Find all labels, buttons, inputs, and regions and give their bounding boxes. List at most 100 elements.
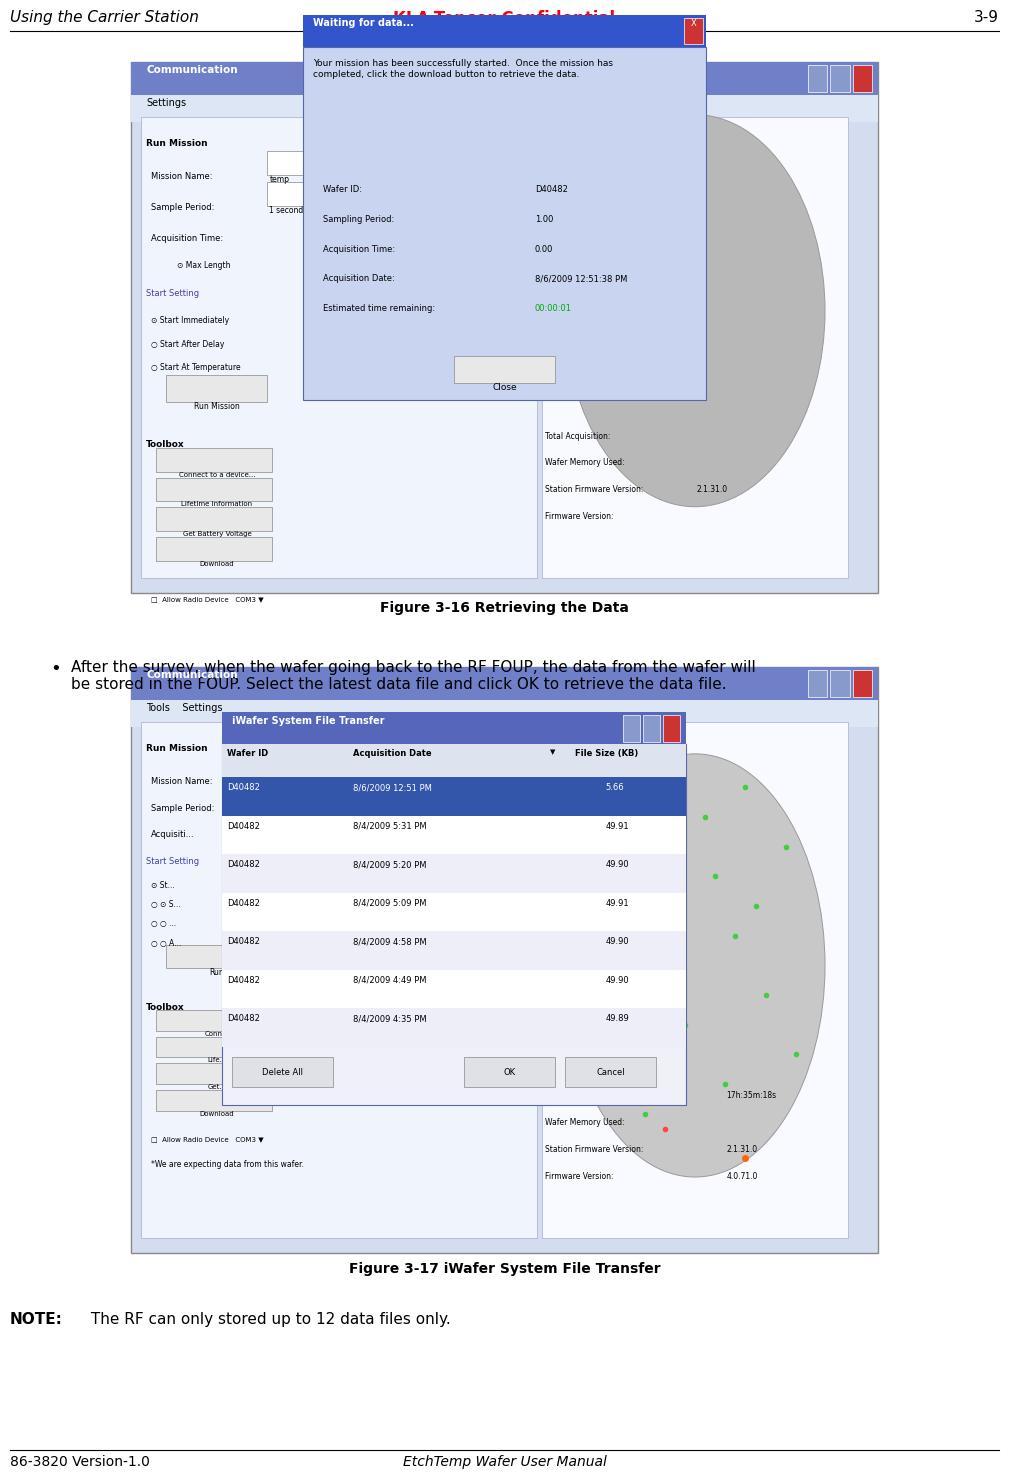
Text: Wafer Memory Used:: Wafer Memory Used: — [545, 1118, 625, 1127]
Text: File Size (KB): File Size (KB) — [575, 749, 639, 758]
Text: 5.66: 5.66 — [605, 783, 624, 792]
Bar — [222, 712, 686, 744]
Bar — [830, 670, 850, 697]
Ellipse shape — [565, 753, 825, 1178]
Text: D40482: D40482 — [535, 185, 568, 194]
Text: Wafer ID:: Wafer ID: — [323, 185, 362, 194]
Text: Toolbox: Toolbox — [146, 440, 185, 449]
Text: Your mission has been successfully started.  Once the mission has
completed, cli: Your mission has been successfully start… — [313, 59, 612, 79]
Bar — [166, 945, 267, 968]
Text: 17h:35m:18s: 17h:35m:18s — [726, 1091, 777, 1100]
Text: X: X — [690, 19, 696, 28]
Text: Delete All: Delete All — [262, 1068, 303, 1077]
Bar — [222, 893, 686, 931]
Bar — [464, 1057, 555, 1087]
Text: 49.89: 49.89 — [605, 1014, 630, 1023]
Text: Run Mission: Run Mission — [194, 402, 240, 411]
Text: Run Mission: Run Mission — [146, 139, 208, 148]
Text: Acquisition Date:: Acquisition Date: — [323, 274, 395, 283]
Bar — [623, 715, 640, 742]
Bar — [131, 667, 878, 1253]
Bar — [156, 478, 272, 501]
Bar — [156, 1010, 272, 1031]
Bar — [222, 816, 686, 854]
Text: 49.91: 49.91 — [605, 899, 629, 908]
Bar — [222, 744, 686, 1105]
Text: Communication: Communication — [146, 65, 238, 76]
Bar — [853, 670, 872, 697]
Text: Start Setting: Start Setting — [146, 857, 200, 866]
Text: Conn...: Conn... — [205, 1031, 229, 1037]
Text: NOTE:: NOTE: — [10, 1312, 63, 1327]
Text: Run Mission: Run Mission — [146, 744, 208, 753]
Text: D40482: D40482 — [227, 860, 260, 869]
Bar — [643, 715, 660, 742]
Text: 1 second: 1 second — [249, 807, 284, 816]
Bar — [808, 670, 827, 697]
Text: Firmware Version:: Firmware Version: — [545, 1172, 613, 1180]
Bar — [156, 1090, 272, 1111]
Text: Figure 3-17 iWafer System File Transfer: Figure 3-17 iWafer System File Transfer — [349, 1262, 660, 1275]
Text: Sample Period:: Sample Period: — [151, 203, 215, 212]
Text: 2.1.31.0: 2.1.31.0 — [696, 485, 727, 494]
Text: KLA-Tencor Confidential: KLA-Tencor Confidential — [394, 10, 615, 28]
Text: Wafer ID: Wafer ID — [227, 749, 268, 758]
Text: ○ Start At Temperature: ○ Start At Temperature — [151, 363, 241, 372]
Text: 1 second: 1 second — [269, 206, 304, 215]
Text: EtchTemp Wafer User Manual: EtchTemp Wafer User Manual — [403, 1455, 606, 1468]
Text: Sampling Period:: Sampling Period: — [323, 215, 395, 224]
Text: 8/4/2009 5:20 PM: 8/4/2009 5:20 PM — [353, 860, 427, 869]
Bar — [853, 65, 872, 92]
Text: D40482: D40482 — [227, 937, 260, 946]
Bar — [141, 117, 537, 578]
Bar — [232, 1057, 333, 1087]
Text: Run: Run — [210, 968, 224, 977]
Text: Toolbox: Toolbox — [146, 1003, 185, 1011]
Bar — [131, 95, 878, 122]
Bar — [542, 722, 848, 1238]
Text: 3-9: 3-9 — [974, 10, 999, 25]
Text: 49.91: 49.91 — [605, 822, 629, 830]
Text: Connect to a device...: Connect to a device... — [179, 472, 255, 478]
Bar — [222, 854, 686, 893]
Text: Get Battery Voltage: Get Battery Voltage — [183, 531, 251, 537]
Bar — [303, 47, 706, 400]
Text: •: • — [50, 660, 62, 678]
Text: temp: temp — [269, 175, 290, 184]
Bar — [454, 356, 555, 383]
Text: Get...: Get... — [208, 1084, 226, 1090]
Text: 49.90: 49.90 — [605, 937, 629, 946]
Text: OK: OK — [503, 1068, 516, 1077]
Text: iWafer System File Transfer: iWafer System File Transfer — [232, 716, 384, 727]
Bar — [663, 715, 680, 742]
Bar — [141, 722, 537, 1238]
Text: 00:00:01: 00:00:01 — [535, 304, 572, 313]
Text: 8/4/2009 4:58 PM: 8/4/2009 4:58 PM — [353, 937, 427, 946]
Bar — [222, 931, 686, 970]
Text: Total Acquisition:: Total Acquisition: — [545, 432, 610, 440]
Text: *We are expecting data from this wafer.: *We are expecting data from this wafer. — [151, 1160, 305, 1169]
Bar — [166, 375, 267, 402]
Bar — [222, 777, 686, 816]
Bar — [684, 18, 703, 44]
Text: Figure 3-16 Retrieving the Data: Figure 3-16 Retrieving the Data — [380, 601, 629, 614]
Text: Wafer Memory Used:: Wafer Memory Used: — [545, 458, 625, 467]
Text: 8/4/2009 5:09 PM: 8/4/2009 5:09 PM — [353, 899, 427, 908]
Text: Station Firmware Version:: Station Firmware Version: — [545, 485, 644, 494]
Text: 0.00: 0.00 — [535, 245, 553, 254]
Text: Total Acquisition:: Total Acquisition: — [545, 1091, 610, 1100]
Bar — [131, 667, 878, 700]
Bar — [808, 65, 827, 92]
Text: 4.0.71.0: 4.0.71.0 — [726, 1172, 758, 1180]
Text: D40482: D40482 — [227, 976, 260, 985]
Bar — [247, 785, 338, 807]
Text: After the survey, when the wafer going back to the RF FOUP, the data from the wa: After the survey, when the wafer going b… — [71, 660, 756, 693]
Bar — [542, 117, 848, 578]
Text: ⊙ Max Length: ⊙ Max Length — [177, 261, 230, 270]
Bar — [156, 448, 272, 472]
Text: ○ ○ A...: ○ ○ A... — [151, 939, 182, 948]
Text: D40482: D40482 — [227, 899, 260, 908]
Text: Start Setting: Start Setting — [146, 289, 200, 298]
Text: Tools    Settings: Tools Settings — [146, 703, 223, 713]
Text: D40482: D40482 — [227, 822, 260, 830]
